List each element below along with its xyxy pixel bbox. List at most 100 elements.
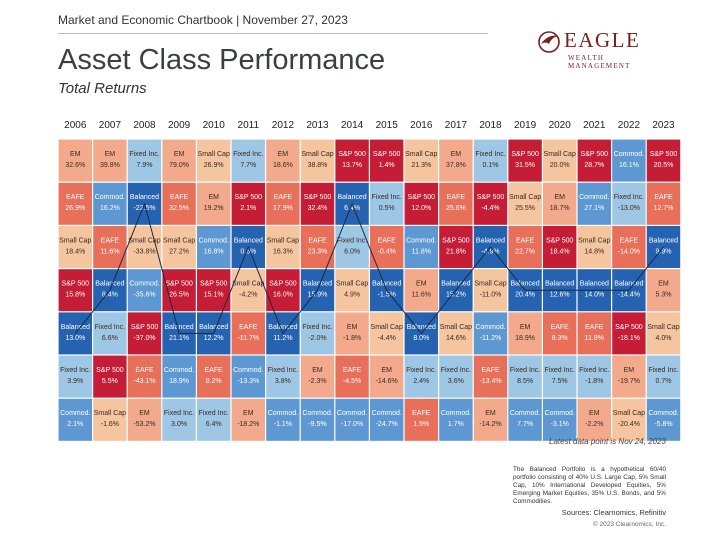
cell-asset-label: Balanced — [614, 281, 643, 288]
cell-asset-label: Commod. — [372, 410, 402, 417]
cell-return-value: 16.1% — [619, 162, 639, 169]
cell-asset-label: S&P 500 — [546, 237, 574, 244]
cell-asset-label: Commod. — [164, 367, 194, 374]
cell-background — [508, 182, 542, 225]
eagle-logo-icon — [538, 31, 560, 53]
quilt-cell: S&P 500 31.5% — [508, 139, 542, 182]
cell-return-value: 12.0% — [411, 205, 431, 212]
cell-asset-label: Small Cap — [647, 324, 679, 331]
cell-background — [508, 226, 542, 268]
cell-asset-label: EM — [174, 151, 185, 158]
cell-background — [646, 398, 681, 441]
cell-asset-label: EAFE — [412, 410, 431, 417]
cell-asset-label: Fixed Inc. — [60, 367, 90, 374]
quilt-cell: EAFE -0.4% — [370, 226, 404, 268]
cell-return-value: 18.4% — [65, 248, 85, 255]
quilt-cell: Small Cap 14.8% — [577, 226, 611, 268]
cell-return-value: 12.2% — [204, 335, 224, 342]
cell-asset-label: Commod. — [233, 367, 263, 374]
cell-background — [231, 139, 265, 182]
cell-asset-label: EM — [485, 410, 496, 417]
cell-return-value: -18.1% — [618, 335, 640, 342]
cell-return-value: 39.8% — [100, 162, 120, 169]
cell-asset-label: Commod. — [268, 410, 298, 417]
cell-asset-label: EAFE — [481, 367, 500, 374]
cell-return-value: 0.6% — [240, 248, 256, 255]
cell-return-value: 3.8% — [275, 378, 291, 385]
year-label: 2006 — [64, 120, 87, 131]
cell-background — [370, 182, 404, 225]
cell-background — [404, 182, 438, 225]
cell-asset-label: S&P 500 — [235, 194, 263, 201]
balanced-connector-line — [74, 202, 664, 335]
quilt-cell: Small Cap 21.3% — [404, 139, 438, 182]
cell-background — [439, 312, 473, 355]
cell-background — [543, 182, 577, 225]
cell-return-value: 20.5% — [654, 162, 674, 169]
quilt-cell: EAFE -43.1% — [127, 355, 162, 398]
cell-return-value: -14.4% — [618, 292, 640, 299]
cell-return-value: 11.6% — [100, 248, 119, 255]
cell-return-value: 7.7% — [240, 162, 256, 169]
cell-return-value: 37.8% — [446, 162, 466, 169]
cell-asset-label: Small Cap — [163, 237, 195, 244]
cell-return-value: -9.5% — [308, 421, 326, 428]
quilt-cell: Fixed Inc. 7.9% — [127, 139, 162, 182]
quilt-cell: EM 18.6% — [266, 139, 300, 182]
year-label: 2014 — [341, 120, 364, 131]
cell-return-value: 6.6% — [102, 335, 118, 342]
cell-return-value: 27.2% — [169, 248, 189, 255]
cell-return-value: 21.1% — [169, 335, 189, 342]
quilt-cell: Commod. 27.1% — [577, 182, 611, 225]
quilt-cell: Commod. -13.3% — [231, 355, 265, 398]
quilt-cell: S&P 500 -4.4% — [473, 182, 508, 225]
quilt-cell: Small Cap 27.2% — [162, 226, 196, 268]
quilt-cell: Commod. -11.2% — [473, 312, 508, 355]
cell-return-value: -53.2% — [133, 421, 155, 428]
quilt-cell: EM 18.7% — [543, 182, 577, 225]
cell-background — [543, 355, 577, 398]
cell-return-value: 19.2% — [204, 205, 224, 212]
quilt-cell: Commod. 16.8% — [197, 226, 231, 268]
cell-return-value: 26.9% — [204, 162, 224, 169]
cell-asset-label: Small Cap — [474, 281, 506, 288]
cell-return-value: -2.0% — [308, 335, 326, 342]
cell-return-value: 8.5% — [517, 378, 533, 385]
cell-return-value: 20.0% — [550, 162, 570, 169]
cell-return-value: 79.0% — [169, 162, 189, 169]
quilt-cell: S&P 500 1.4% — [370, 139, 404, 182]
cell-background — [543, 139, 577, 182]
cell-return-value: 17.9% — [273, 205, 293, 212]
cell-background — [266, 182, 300, 225]
quilt-cell: S&P 500 -18.1% — [612, 312, 646, 355]
quilt-cell: Fixed Inc. 8.5% — [508, 355, 542, 398]
quilt-cell: EAFE -4.5% — [335, 355, 369, 398]
cell-background — [197, 355, 231, 398]
quilt-cell: Fixed Inc. -13.0% — [612, 182, 646, 225]
cell-asset-label: Balanced — [649, 237, 678, 244]
cell-return-value: 38.8% — [308, 162, 328, 169]
cell-asset-label: Fixed Inc. — [337, 237, 367, 244]
cell-return-value: -17.0% — [341, 421, 363, 428]
cell-background — [612, 398, 646, 441]
cell-background — [93, 226, 127, 268]
cell-asset-label: EM — [347, 324, 358, 331]
quilt-cell: Fixed Inc. 6.0% — [335, 226, 369, 268]
quilt-cell: Small Cap -4.4% — [370, 312, 404, 355]
cell-asset-label: EM — [243, 410, 254, 417]
quilt-cell: Fixed Inc. 6.6% — [93, 312, 127, 355]
quilt-cell: S&P 500 16.0% — [266, 269, 300, 312]
quilt-cell: Small Cap 26.9% — [197, 139, 231, 182]
year-label: 2011 — [238, 120, 260, 131]
cell-asset-label: Fixed Inc. — [95, 324, 125, 331]
cell-asset-label: EAFE — [170, 194, 189, 201]
cell-return-value: 14.6% — [446, 335, 466, 342]
cell-asset-label: Fixed Inc. — [475, 151, 505, 158]
quilt-cell: EM -2.2% — [577, 398, 611, 441]
cell-background — [127, 312, 162, 355]
cell-return-value: -11.0% — [480, 292, 502, 299]
cell-background — [439, 355, 473, 398]
cell-asset-label: S&P 500 — [62, 281, 90, 288]
cell-background — [439, 139, 473, 182]
cell-background — [197, 226, 231, 268]
